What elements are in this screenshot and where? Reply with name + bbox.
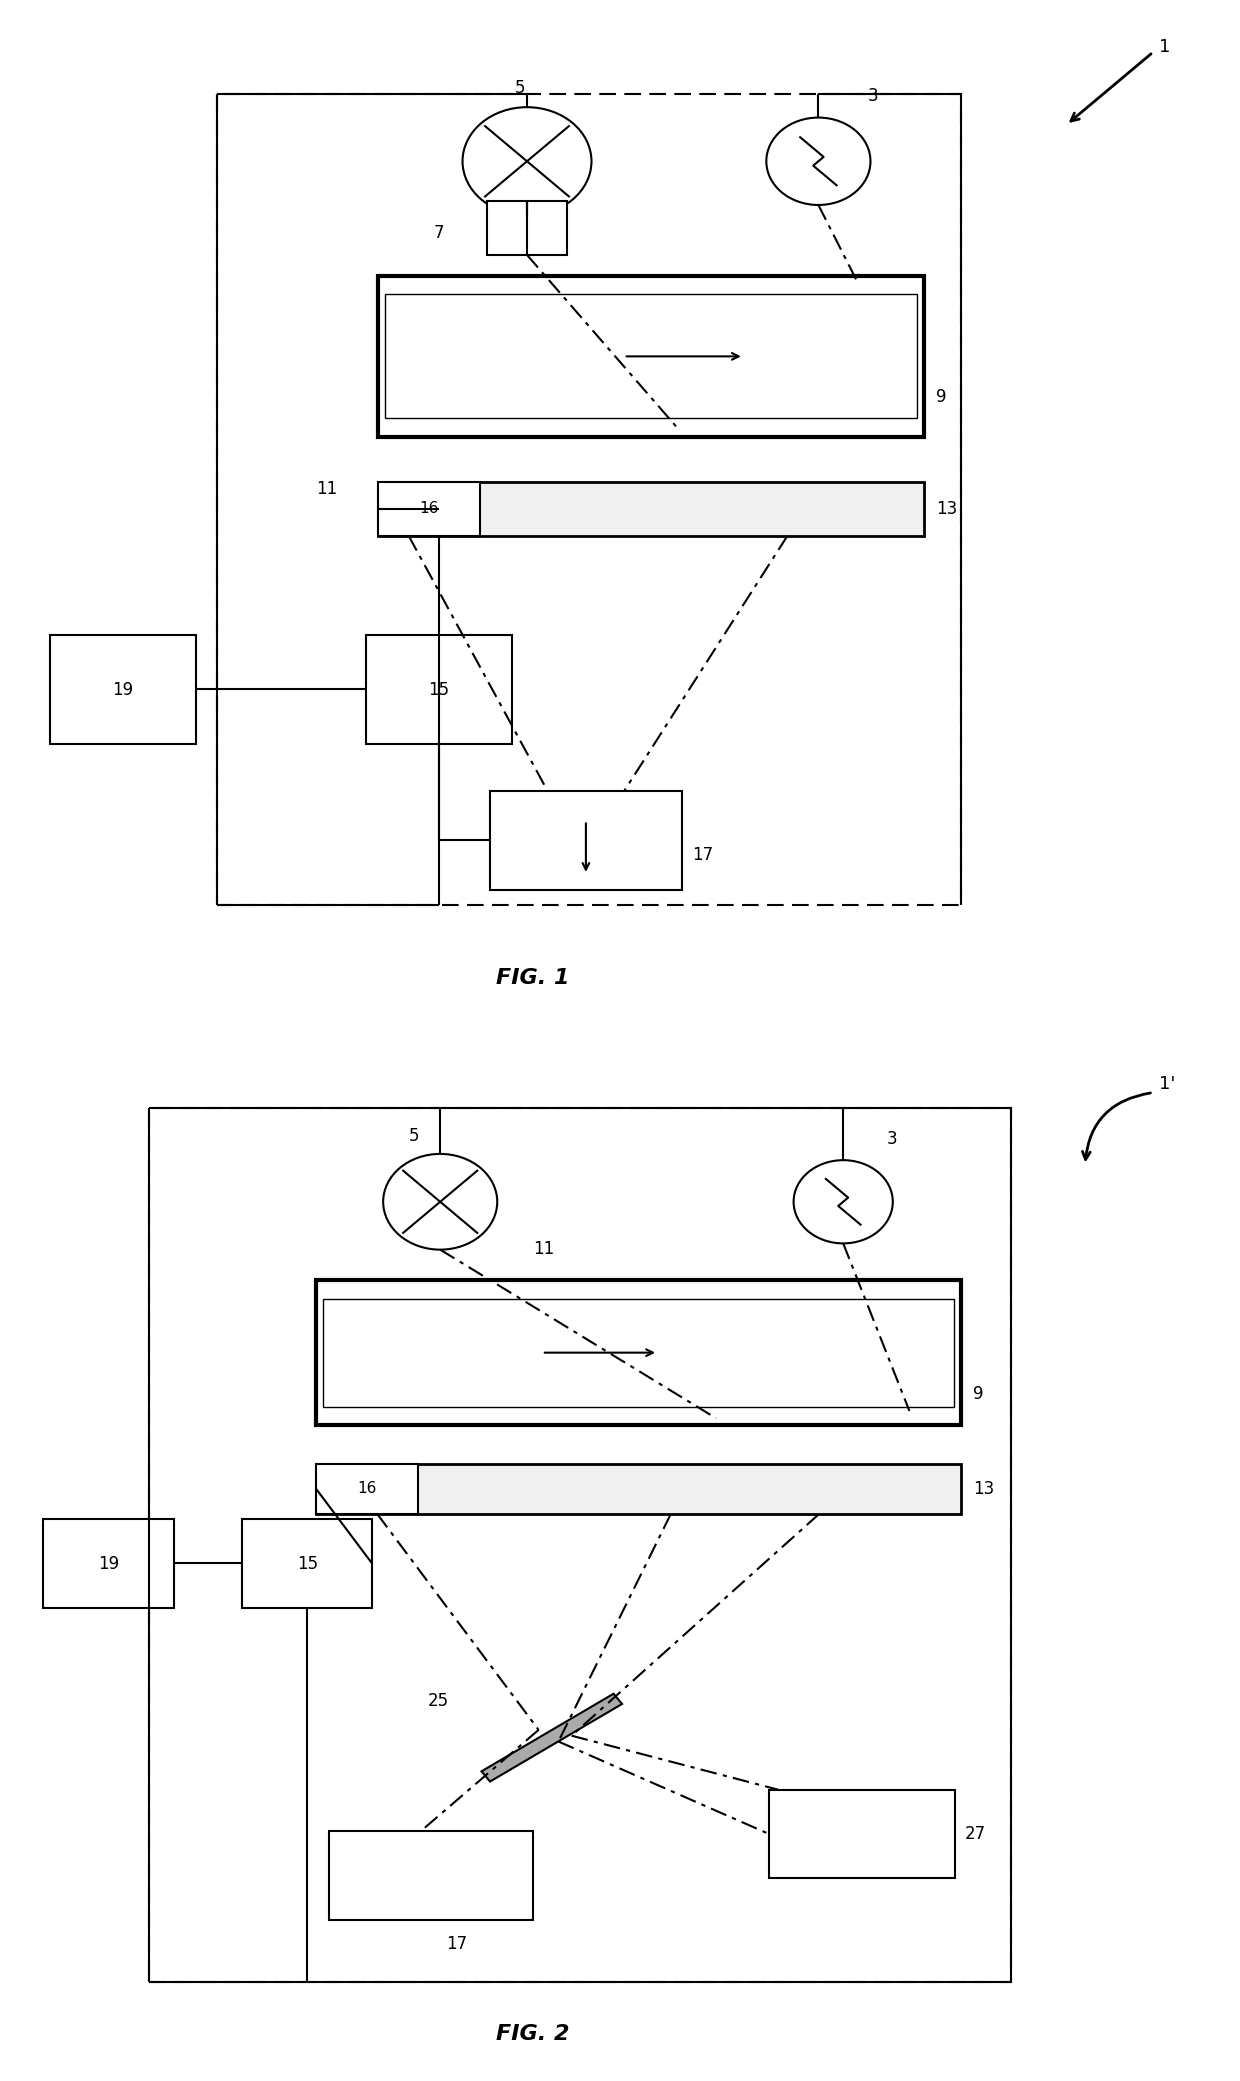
Circle shape bbox=[794, 1161, 893, 1242]
Text: 16: 16 bbox=[419, 502, 439, 516]
Text: 3: 3 bbox=[868, 87, 879, 104]
Text: 13: 13 bbox=[973, 1480, 994, 1498]
Text: 9: 9 bbox=[973, 1386, 983, 1403]
Bar bbox=[378, 275, 924, 437]
Circle shape bbox=[463, 106, 591, 216]
Text: 15: 15 bbox=[428, 680, 450, 699]
Text: 13: 13 bbox=[936, 499, 957, 518]
Text: 16: 16 bbox=[357, 1482, 377, 1496]
Polygon shape bbox=[481, 1694, 622, 1781]
Bar bbox=[384, 293, 918, 418]
Bar bbox=[366, 635, 512, 743]
Text: 5: 5 bbox=[409, 1128, 419, 1145]
Text: 7: 7 bbox=[434, 225, 444, 241]
Text: 19: 19 bbox=[98, 1555, 120, 1573]
Text: 11: 11 bbox=[533, 1240, 554, 1257]
Text: 17: 17 bbox=[692, 847, 713, 864]
Text: 1': 1' bbox=[1159, 1076, 1176, 1093]
Text: 27: 27 bbox=[965, 1825, 986, 1844]
Bar bbox=[329, 1831, 533, 1919]
Text: 9: 9 bbox=[936, 389, 946, 406]
Text: 1: 1 bbox=[1159, 37, 1171, 56]
Bar bbox=[769, 1790, 955, 1877]
Bar bbox=[322, 1299, 955, 1407]
Bar bbox=[50, 635, 196, 743]
Bar bbox=[217, 94, 961, 905]
Bar bbox=[378, 483, 924, 537]
Bar bbox=[316, 1465, 961, 1515]
Text: 19: 19 bbox=[112, 680, 134, 699]
Text: 17: 17 bbox=[446, 1935, 467, 1952]
Bar bbox=[316, 1280, 961, 1425]
Text: 25: 25 bbox=[428, 1692, 449, 1711]
Text: 3: 3 bbox=[887, 1130, 898, 1149]
Text: FIG. 1: FIG. 1 bbox=[496, 968, 570, 988]
Bar bbox=[43, 1519, 174, 1607]
Bar bbox=[149, 1107, 1011, 1981]
Text: FIG. 2: FIG. 2 bbox=[496, 2025, 570, 2044]
Bar bbox=[316, 1465, 418, 1515]
Bar bbox=[378, 483, 480, 537]
Text: 5: 5 bbox=[515, 79, 525, 98]
Bar bbox=[487, 202, 567, 256]
Bar bbox=[242, 1519, 372, 1607]
Bar bbox=[490, 791, 682, 891]
Text: 11: 11 bbox=[316, 481, 337, 497]
Circle shape bbox=[766, 117, 870, 206]
Text: 15: 15 bbox=[296, 1555, 319, 1573]
Circle shape bbox=[383, 1153, 497, 1249]
